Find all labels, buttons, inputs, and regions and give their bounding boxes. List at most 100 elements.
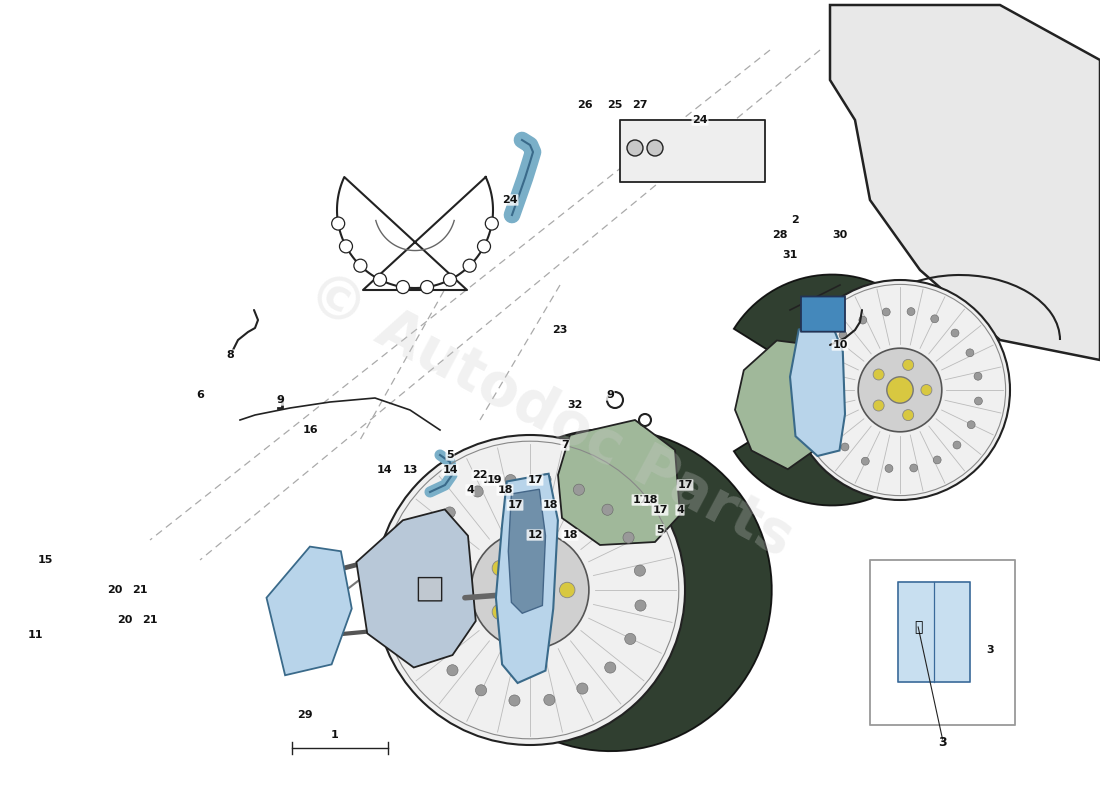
- Text: 7: 7: [561, 440, 569, 450]
- Circle shape: [485, 217, 498, 230]
- Text: 28: 28: [772, 230, 788, 240]
- Circle shape: [635, 565, 646, 576]
- Circle shape: [931, 315, 938, 322]
- Polygon shape: [356, 510, 475, 667]
- Circle shape: [952, 329, 959, 337]
- Circle shape: [910, 464, 917, 472]
- Text: 3: 3: [938, 737, 947, 750]
- Circle shape: [967, 421, 975, 429]
- Circle shape: [933, 456, 942, 464]
- Circle shape: [509, 695, 520, 706]
- Text: 17: 17: [632, 495, 648, 505]
- Circle shape: [921, 385, 932, 395]
- Circle shape: [842, 443, 849, 451]
- Text: 17: 17: [527, 475, 542, 485]
- Text: 27: 27: [632, 100, 648, 110]
- Text: 24: 24: [692, 115, 707, 125]
- Circle shape: [605, 662, 616, 673]
- Text: 19: 19: [487, 475, 503, 485]
- Text: 🐎: 🐎: [914, 620, 922, 634]
- Text: 5: 5: [447, 450, 454, 460]
- Circle shape: [873, 369, 884, 380]
- Circle shape: [463, 259, 476, 272]
- Circle shape: [477, 240, 491, 253]
- Circle shape: [374, 274, 386, 286]
- FancyBboxPatch shape: [801, 297, 845, 332]
- Text: 9: 9: [276, 395, 284, 405]
- Text: 16: 16: [302, 425, 318, 435]
- Circle shape: [887, 377, 913, 403]
- Text: 20: 20: [118, 615, 133, 625]
- Circle shape: [627, 140, 644, 156]
- Circle shape: [817, 375, 825, 383]
- Circle shape: [540, 474, 551, 485]
- Circle shape: [415, 604, 426, 615]
- Circle shape: [966, 349, 974, 357]
- Text: 17: 17: [652, 505, 668, 515]
- Text: 23: 23: [552, 325, 568, 335]
- Text: 13: 13: [403, 465, 418, 475]
- Polygon shape: [266, 546, 352, 675]
- Circle shape: [396, 281, 409, 294]
- Circle shape: [534, 547, 549, 562]
- Text: 4: 4: [676, 505, 684, 515]
- Circle shape: [576, 683, 588, 694]
- Circle shape: [903, 410, 914, 421]
- Circle shape: [826, 423, 834, 431]
- Circle shape: [858, 348, 942, 432]
- FancyBboxPatch shape: [418, 578, 442, 601]
- Text: 3: 3: [987, 645, 993, 655]
- Circle shape: [447, 665, 458, 676]
- Circle shape: [354, 259, 367, 272]
- Text: 17: 17: [507, 500, 522, 510]
- FancyBboxPatch shape: [898, 582, 970, 682]
- Circle shape: [505, 474, 516, 486]
- Circle shape: [543, 694, 556, 706]
- Text: 10: 10: [833, 340, 848, 350]
- Circle shape: [443, 274, 456, 286]
- Circle shape: [790, 280, 1010, 500]
- Text: 25: 25: [607, 100, 623, 110]
- Circle shape: [825, 351, 833, 359]
- Circle shape: [560, 582, 575, 598]
- Text: © Autodoc Parts: © Autodoc Parts: [297, 263, 803, 569]
- Circle shape: [472, 486, 483, 497]
- Circle shape: [475, 685, 486, 696]
- FancyBboxPatch shape: [620, 120, 764, 182]
- Polygon shape: [558, 420, 680, 545]
- Text: 31: 31: [782, 250, 797, 260]
- Circle shape: [444, 507, 455, 518]
- Text: 14: 14: [442, 465, 458, 475]
- Text: 18: 18: [642, 495, 658, 505]
- FancyBboxPatch shape: [870, 560, 1015, 725]
- Text: 29: 29: [297, 710, 312, 720]
- Text: 24: 24: [503, 195, 518, 205]
- Circle shape: [839, 331, 847, 339]
- Circle shape: [886, 465, 893, 472]
- Circle shape: [492, 560, 508, 576]
- Text: 21: 21: [142, 615, 157, 625]
- Circle shape: [426, 637, 437, 648]
- Text: 32: 32: [568, 400, 583, 410]
- Circle shape: [414, 569, 425, 580]
- Polygon shape: [508, 490, 546, 614]
- Circle shape: [340, 240, 352, 253]
- Text: 18: 18: [497, 485, 513, 495]
- Text: 1: 1: [331, 730, 339, 740]
- Circle shape: [420, 281, 433, 294]
- Polygon shape: [735, 341, 817, 469]
- Text: 17: 17: [482, 475, 497, 485]
- Text: 26: 26: [578, 100, 593, 110]
- Polygon shape: [461, 429, 772, 751]
- Circle shape: [908, 308, 915, 315]
- Circle shape: [471, 531, 588, 649]
- Text: 8: 8: [227, 350, 234, 360]
- Text: 22: 22: [472, 470, 487, 480]
- Polygon shape: [734, 274, 947, 506]
- Circle shape: [375, 435, 685, 745]
- Text: 18: 18: [542, 500, 558, 510]
- Circle shape: [882, 308, 890, 316]
- Circle shape: [953, 441, 961, 449]
- Text: 2: 2: [791, 215, 799, 225]
- Circle shape: [975, 397, 982, 405]
